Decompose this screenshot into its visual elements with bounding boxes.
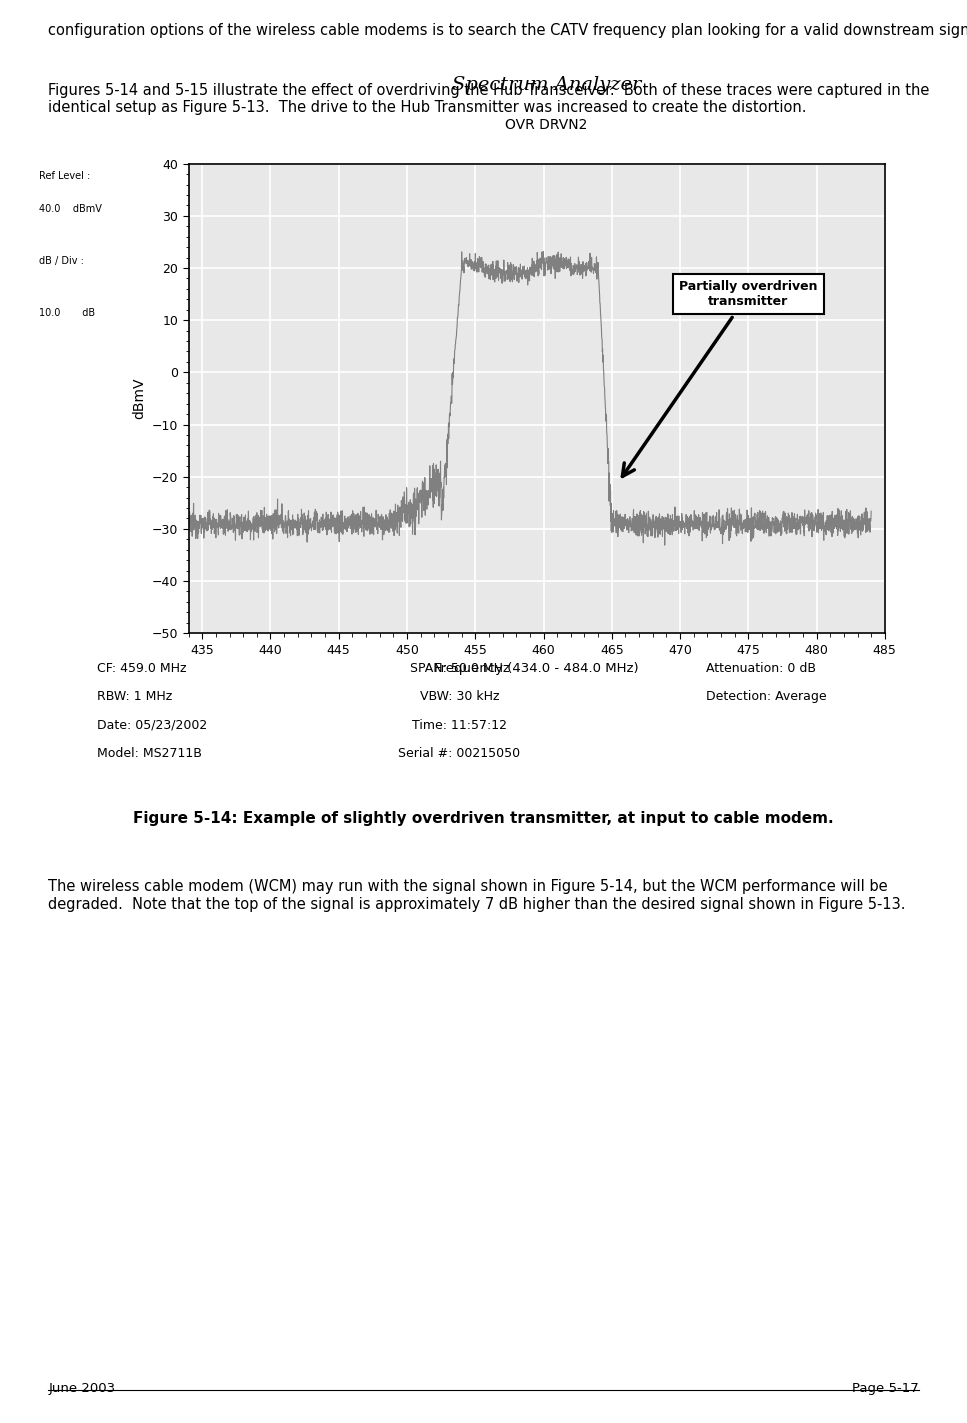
Text: 10.0       dB: 10.0 dB	[39, 307, 95, 319]
Text: Detection: Average: Detection: Average	[706, 690, 827, 703]
Text: June 2003: June 2003	[48, 1382, 115, 1395]
Y-axis label: dBmV: dBmV	[132, 377, 146, 420]
Text: Page 5-17: Page 5-17	[852, 1382, 919, 1395]
Text: 40.0    dBmV: 40.0 dBmV	[39, 203, 102, 213]
Text: CF: 459.0 MHz: CF: 459.0 MHz	[97, 662, 187, 675]
Text: Figures 5-14 and 5-15 illustrate the effect of overdriving the Hub Transceiver. : Figures 5-14 and 5-15 illustrate the eff…	[48, 83, 929, 115]
Text: The wireless cable modem (WCM) may run with the signal shown in Figure 5-14, but: The wireless cable modem (WCM) may run w…	[48, 879, 906, 912]
Text: dB / Div :: dB / Div :	[39, 256, 83, 266]
Text: Partially overdriven
transmitter: Partially overdriven transmitter	[623, 280, 817, 477]
Text: configuration options of the wireless cable modems is to search the CATV frequen: configuration options of the wireless ca…	[48, 23, 967, 38]
Text: Ref Level :: Ref Level :	[39, 171, 90, 181]
Text: Date: 05/23/2002: Date: 05/23/2002	[97, 719, 207, 731]
Text: Serial #: 00215050: Serial #: 00215050	[398, 747, 520, 760]
Text: OVR DRVN2: OVR DRVN2	[505, 118, 588, 132]
Text: RBW: 1 MHz: RBW: 1 MHz	[97, 690, 172, 703]
Text: Figure 5-14: Example of slightly overdriven transmitter, at input to cable modem: Figure 5-14: Example of slightly overdri…	[133, 811, 834, 827]
Text: Attenuation: 0 dB: Attenuation: 0 dB	[706, 662, 816, 675]
Text: Spectrum Analyzer: Spectrum Analyzer	[452, 77, 641, 94]
Text: Model: MS2711B: Model: MS2711B	[97, 747, 201, 760]
Text: SPAN: 50.0 MHz: SPAN: 50.0 MHz	[410, 662, 509, 675]
Text: Time: 11:57:12: Time: 11:57:12	[412, 719, 507, 731]
Text: VBW: 30 kHz: VBW: 30 kHz	[420, 690, 499, 703]
X-axis label: Frequency (434.0 - 484.0 MHz): Frequency (434.0 - 484.0 MHz)	[434, 662, 639, 675]
